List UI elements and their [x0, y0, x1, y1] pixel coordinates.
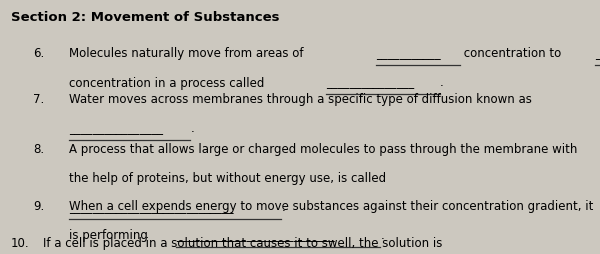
- Text: Section 2: Movement of Substances: Section 2: Movement of Substances: [11, 11, 280, 24]
- Text: A process that allows large or charged molecules to pass through the membrane wi: A process that allows large or charged m…: [69, 142, 577, 155]
- Text: .: .: [190, 122, 194, 135]
- Text: _______________: _______________: [326, 76, 414, 89]
- Text: .: .: [380, 229, 384, 242]
- Text: ___________: ___________: [595, 47, 600, 60]
- Text: concentration to: concentration to: [460, 47, 565, 60]
- Text: Molecules naturally move from areas of: Molecules naturally move from areas of: [69, 47, 307, 60]
- Text: ___________: ___________: [376, 47, 441, 60]
- Text: .: .: [440, 76, 443, 89]
- Text: ____________________________: ____________________________: [69, 201, 233, 214]
- Text: 10.: 10.: [11, 236, 29, 249]
- Text: is performing: is performing: [69, 229, 152, 242]
- Text: ___________________________: ___________________________: [176, 229, 334, 242]
- Text: 7.: 7.: [33, 93, 44, 106]
- Text: Water moves across membranes through a specific type of diffusion known as: Water moves across membranes through a s…: [69, 93, 532, 106]
- Text: .: .: [281, 201, 285, 214]
- Text: 9.: 9.: [33, 199, 44, 212]
- Text: concentration in a process called: concentration in a process called: [69, 76, 268, 89]
- Text: the help of proteins, but without energy use, is called: the help of proteins, but without energy…: [69, 171, 386, 184]
- Text: When a cell expends energy to move substances against their concentration gradie: When a cell expends energy to move subst…: [69, 199, 593, 212]
- Text: If a cell is placed in a solution that causes it to swell, the solution is: If a cell is placed in a solution that c…: [43, 236, 443, 249]
- Text: ________________: ________________: [69, 122, 163, 135]
- Text: 6.: 6.: [33, 47, 44, 60]
- Text: 8.: 8.: [33, 142, 44, 155]
